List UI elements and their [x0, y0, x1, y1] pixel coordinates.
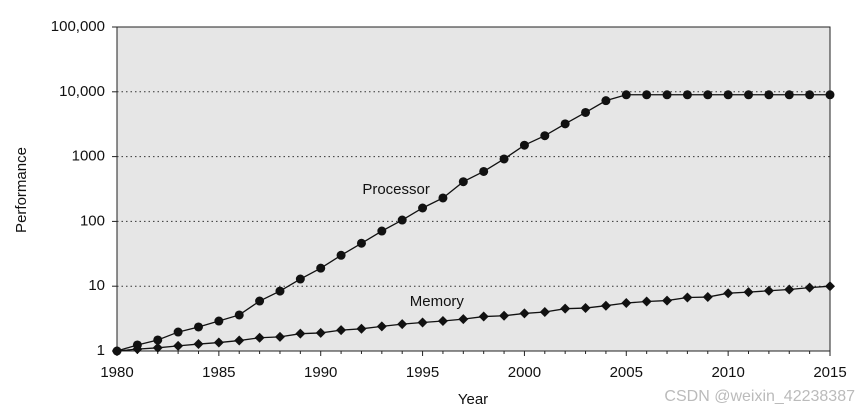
marker: [723, 90, 733, 100]
marker: [275, 286, 285, 296]
marker: [295, 328, 306, 339]
marker: [255, 296, 265, 306]
marker: [560, 119, 570, 129]
marker: [295, 274, 305, 284]
marker: [784, 90, 794, 100]
marker: [336, 325, 347, 336]
marker: [682, 90, 692, 100]
marker: [397, 319, 408, 330]
marker: [662, 295, 673, 306]
marker: [641, 296, 652, 307]
marker: [458, 314, 469, 325]
marker: [417, 317, 428, 328]
marker: [376, 321, 387, 332]
marker: [437, 316, 448, 327]
x-tick-label: 1990: [304, 364, 337, 381]
marker: [193, 322, 203, 332]
marker: [662, 90, 672, 100]
marker: [764, 90, 774, 100]
marker: [540, 131, 550, 141]
marker: [581, 107, 591, 117]
marker: [601, 96, 611, 106]
annotation: Memory: [410, 293, 465, 310]
marker: [173, 327, 183, 337]
x-tick-label: 1985: [202, 364, 235, 381]
x-tick-label: 1980: [100, 364, 133, 381]
y-tick-label: 100,000: [51, 18, 105, 35]
marker: [580, 303, 591, 314]
marker: [234, 310, 244, 320]
marker: [519, 140, 529, 150]
x-tick-label: 2010: [711, 364, 744, 381]
marker: [132, 344, 143, 355]
marker: [234, 335, 245, 346]
marker: [397, 215, 407, 225]
watermark: CSDN @weixin_42238387: [664, 388, 855, 405]
x-tick-label: 2005: [610, 364, 643, 381]
marker: [173, 340, 184, 351]
marker: [825, 90, 835, 100]
y-tick-label: 10,000: [59, 83, 105, 100]
marker: [519, 308, 530, 319]
marker: [418, 203, 428, 213]
marker: [336, 250, 346, 260]
annotation: Processor: [362, 181, 430, 198]
marker: [804, 282, 815, 293]
marker: [805, 90, 815, 100]
marker: [274, 331, 285, 342]
y-tick-label: 10: [88, 277, 105, 294]
x-tick-label: 2015: [813, 364, 846, 381]
marker: [642, 90, 652, 100]
marker: [743, 287, 754, 298]
y-tick-label: 1000: [72, 148, 105, 165]
y-tick-label: 100: [80, 212, 105, 229]
marker: [356, 238, 366, 248]
marker: [356, 323, 367, 334]
x-tick-label: 1995: [406, 364, 439, 381]
marker: [763, 285, 774, 296]
marker: [682, 292, 693, 303]
x-tick-label: 2000: [508, 364, 541, 381]
marker: [784, 284, 795, 295]
y-tick-label: 1: [97, 342, 105, 359]
marker: [193, 339, 204, 350]
marker: [621, 298, 632, 309]
marker: [479, 166, 489, 176]
marker: [600, 300, 611, 311]
marker: [499, 154, 509, 164]
y-axis-label: Performance: [13, 147, 30, 233]
marker: [539, 306, 550, 317]
marker: [438, 193, 448, 203]
marker: [621, 90, 631, 100]
marker: [214, 316, 224, 326]
marker: [458, 177, 468, 187]
marker: [152, 342, 163, 353]
marker: [478, 311, 489, 322]
marker: [316, 263, 326, 273]
marker: [702, 292, 713, 303]
marker: [825, 281, 835, 292]
marker: [315, 327, 326, 338]
marker: [112, 346, 122, 356]
marker: [213, 337, 224, 348]
x-axis-label: Year: [458, 391, 488, 408]
marker: [377, 226, 387, 236]
plot-area: [116, 26, 831, 352]
marker: [703, 90, 713, 100]
marker: [560, 303, 571, 314]
marker: [254, 332, 265, 343]
marker: [744, 90, 754, 100]
marker: [153, 335, 163, 345]
marker: [499, 310, 510, 321]
marker: [723, 288, 734, 299]
